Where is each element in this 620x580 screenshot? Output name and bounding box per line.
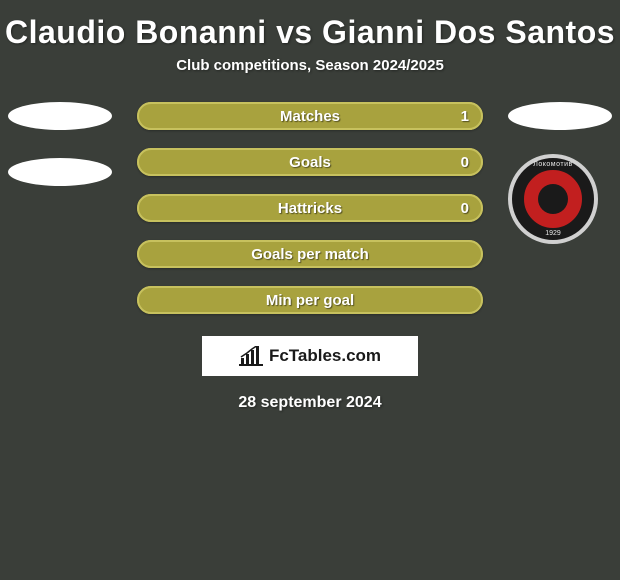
stat-bar: Hattricks 0	[137, 194, 483, 222]
badge-core	[538, 184, 568, 214]
stat-bar-label: Min per goal	[266, 292, 354, 309]
badge-inner	[521, 167, 585, 231]
stat-bar: Matches 1	[137, 102, 483, 130]
page-title: Claudio Bonanni vs Gianni Dos Santos	[0, 0, 620, 57]
right-placeholder-column: Локомотив 1929	[508, 102, 612, 244]
stat-bar-label: Matches	[280, 108, 340, 125]
club-badge: Локомотив 1929	[508, 154, 598, 244]
stat-bar-label: Goals	[289, 154, 331, 171]
stats-area: Локомотив1929 Matches1Goals0Hattricks0Go…	[0, 102, 620, 314]
stat-bar-value: 1	[461, 108, 469, 125]
subtitle: Club competitions, Season 2024/2025	[0, 57, 620, 102]
stat-bar-label: Hattricks	[278, 200, 342, 217]
placeholder-ellipse	[508, 102, 612, 130]
placeholder-ellipse	[8, 102, 112, 130]
date-text: 28 september 2024	[0, 394, 620, 412]
stat-bar: Goals per match	[137, 240, 483, 268]
stat-bars: Matches 1 Goals 0 Hattricks 0 Goals per match M…	[137, 102, 483, 314]
badge-text-top: Локомотив	[533, 161, 572, 168]
stat-bar: Goals 0	[137, 148, 483, 176]
stat-bar: Min per goal	[137, 286, 483, 314]
stat-bar-value: 0	[461, 154, 469, 171]
badge-text-bottom: 1929	[545, 230, 561, 237]
chart-icon	[239, 346, 263, 366]
stat-bar-value: 0	[461, 200, 469, 217]
placeholder-ellipse	[8, 158, 112, 186]
footer-brand-text: FcTables.com	[269, 346, 381, 366]
stat-bar-label: Goals per match	[251, 246, 369, 263]
footer-brand: FcTables.com	[202, 336, 418, 376]
left-placeholder-column	[8, 102, 112, 214]
